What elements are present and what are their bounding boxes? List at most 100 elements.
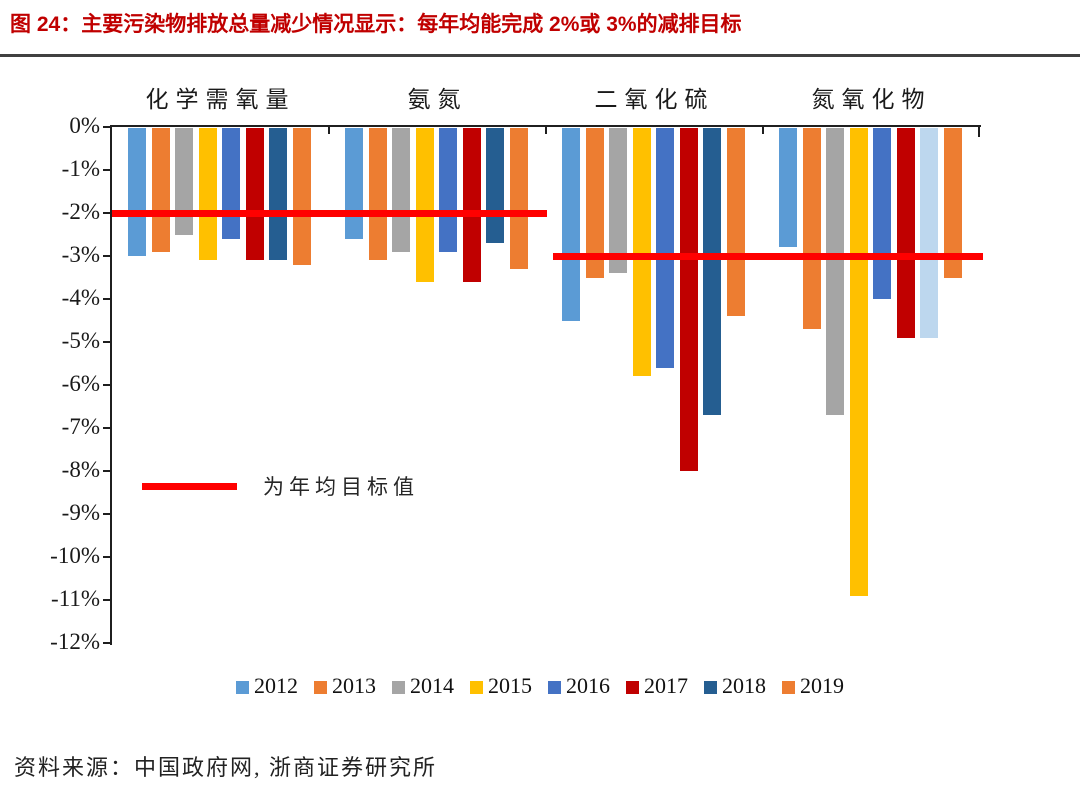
legend-label-2015: 2015 bbox=[488, 673, 532, 698]
bar-2012-氨氮 bbox=[345, 128, 363, 239]
legend-label-2013: 2013 bbox=[332, 673, 376, 698]
y-tick bbox=[103, 384, 111, 386]
y-tick-label: -10% bbox=[50, 543, 100, 568]
figure-title: 图 24：主要污染物排放总量减少情况显示：每年均能完成 2%或 3%的减排目标 bbox=[10, 13, 742, 36]
y-axis-line bbox=[110, 125, 112, 645]
bar-2018-二氧化硫 bbox=[703, 128, 721, 415]
bar-2015-二氧化硫 bbox=[633, 128, 651, 376]
legend-item-2012: 2012 bbox=[236, 673, 298, 699]
y-tick bbox=[103, 298, 111, 300]
chart-legend: 2012 2013 2014 2015 2016 2017 2018 2019 bbox=[0, 673, 1080, 699]
bar-2015-氨氮 bbox=[416, 128, 434, 282]
bar-2013-化学需氧量 bbox=[152, 128, 170, 252]
bar-2014-二氧化硫 bbox=[609, 128, 627, 273]
group-label: 氨氮 bbox=[407, 87, 468, 112]
group-label: 化学需氧量 bbox=[145, 87, 296, 112]
legend-label-2016: 2016 bbox=[566, 673, 610, 698]
y-tick bbox=[103, 427, 111, 429]
group-label: 二氧化硫 bbox=[594, 87, 715, 112]
bar-2017-二氧化硫 bbox=[680, 128, 698, 471]
bar-2014-氨氮 bbox=[392, 128, 410, 252]
y-tick-label: -12% bbox=[50, 629, 100, 654]
legend-swatch-2013 bbox=[314, 680, 327, 694]
target-line-legend: 为年均目标值 bbox=[142, 471, 419, 501]
group-boundary-tick bbox=[762, 127, 764, 134]
y-tick bbox=[103, 642, 111, 644]
y-tick-label: -6% bbox=[61, 371, 100, 396]
y-tick bbox=[103, 126, 111, 128]
legend-label-2012: 2012 bbox=[254, 673, 298, 698]
bar-2018-氮氧化物 bbox=[920, 128, 938, 338]
legend-swatch-2016 bbox=[548, 680, 561, 694]
y-tick-label: -7% bbox=[61, 414, 100, 439]
y-tick bbox=[103, 341, 111, 343]
title-separator bbox=[0, 54, 1080, 57]
y-tick-label: -1% bbox=[61, 156, 100, 181]
y-tick bbox=[103, 212, 111, 214]
bar-2013-二氧化硫 bbox=[586, 128, 604, 278]
legend-swatch-2015 bbox=[470, 680, 483, 694]
target-line-label: 为年均目标值 bbox=[263, 475, 419, 499]
legend-item-2013: 2013 bbox=[314, 673, 376, 699]
y-tick-label: -9% bbox=[61, 500, 100, 525]
legend-label-2014: 2014 bbox=[410, 673, 454, 698]
y-tick bbox=[103, 255, 111, 257]
y-tick-label: -8% bbox=[61, 457, 100, 482]
bar-2015-化学需氧量 bbox=[199, 128, 217, 260]
bar-2016-化学需氧量 bbox=[222, 128, 240, 239]
bar-2016-氮氧化物 bbox=[873, 128, 891, 299]
bar-2012-二氧化硫 bbox=[562, 128, 580, 321]
legend-item-2018: 2018 bbox=[704, 673, 766, 699]
bar-2019-化学需氧量 bbox=[293, 128, 311, 265]
legend-item-2014: 2014 bbox=[392, 673, 454, 699]
bar-2017-氨氮 bbox=[463, 128, 481, 282]
y-tick bbox=[103, 556, 111, 558]
bar-2018-氨氮 bbox=[486, 128, 504, 243]
y-tick-label: -4% bbox=[61, 285, 100, 310]
axis-end-tick bbox=[978, 127, 980, 137]
y-tick-label: -2% bbox=[61, 199, 100, 224]
bar-2013-氨氮 bbox=[369, 128, 387, 260]
legend-item-2017: 2017 bbox=[626, 673, 688, 699]
legend-swatch-2012 bbox=[236, 680, 249, 694]
target-line bbox=[112, 210, 547, 217]
y-tick bbox=[103, 470, 111, 472]
bar-2019-二氧化硫 bbox=[727, 128, 745, 316]
y-tick bbox=[103, 599, 111, 601]
bar-2019-氮氧化物 bbox=[944, 128, 962, 278]
legend-item-2015: 2015 bbox=[470, 673, 532, 699]
y-tick bbox=[103, 169, 111, 171]
bar-2014-氮氧化物 bbox=[826, 128, 844, 415]
y-tick-label: -11% bbox=[51, 586, 100, 611]
group-label: 氮氧化物 bbox=[811, 87, 932, 112]
legend-label-2018: 2018 bbox=[722, 673, 766, 698]
legend-item-2016: 2016 bbox=[548, 673, 610, 699]
bar-2012-化学需氧量 bbox=[128, 128, 146, 256]
legend-swatch-2018 bbox=[704, 680, 717, 694]
bar-2017-化学需氧量 bbox=[246, 128, 264, 260]
y-tick-label: -5% bbox=[61, 328, 100, 353]
bar-2017-氮氧化物 bbox=[897, 128, 915, 338]
bar-2016-氨氮 bbox=[439, 128, 457, 252]
group-boundary-tick bbox=[328, 127, 330, 134]
group-boundary-tick bbox=[545, 127, 547, 134]
y-tick-label: -3% bbox=[61, 242, 100, 267]
bar-2012-氮氧化物 bbox=[779, 128, 797, 247]
bar-2018-化学需氧量 bbox=[269, 128, 287, 260]
y-tick bbox=[103, 513, 111, 515]
target-line bbox=[553, 253, 983, 260]
bar-2013-氮氧化物 bbox=[803, 128, 821, 329]
bar-2019-氨氮 bbox=[510, 128, 528, 269]
bar-2014-化学需氧量 bbox=[175, 128, 193, 235]
bar-2016-二氧化硫 bbox=[656, 128, 674, 368]
y-tick-label: 0% bbox=[69, 113, 100, 138]
legend-swatch-2014 bbox=[392, 680, 405, 694]
legend-label-2019: 2019 bbox=[800, 673, 844, 698]
x-axis-line bbox=[111, 125, 981, 127]
source-note: 资料来源：中国政府网, 浙商证券研究所 bbox=[14, 755, 438, 780]
legend-label-2017: 2017 bbox=[644, 673, 688, 698]
legend-item-2019: 2019 bbox=[782, 673, 844, 699]
legend-swatch-2017 bbox=[626, 680, 639, 694]
